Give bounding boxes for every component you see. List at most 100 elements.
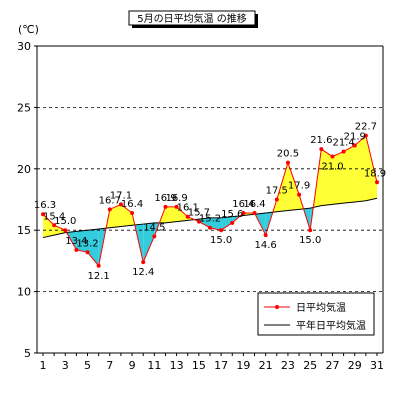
- x-tick-label: 5: [84, 359, 91, 372]
- fill-above-normal: [109, 204, 121, 228]
- data-label: 21.9: [344, 131, 366, 142]
- x-tick-label: 9: [129, 359, 136, 372]
- y-tick-label: 25: [17, 101, 31, 114]
- data-label: 15.2: [199, 214, 221, 225]
- daily-temperature-point: [52, 223, 57, 228]
- data-label: 16.1: [177, 203, 199, 214]
- y-tick-label: 10: [17, 286, 31, 299]
- daily-temperature-point: [196, 219, 201, 224]
- data-label: 16.7: [99, 195, 121, 206]
- data-label: 15.0: [54, 216, 76, 227]
- data-label: 15.0: [299, 235, 321, 246]
- fill-above-normal: [365, 135, 377, 201]
- data-label: 15.6: [221, 209, 243, 220]
- data-label: 16.4: [232, 199, 254, 210]
- x-tick-label: 27: [325, 359, 339, 372]
- data-label: 14.5: [143, 222, 165, 233]
- fill-above-normal: [287, 162, 300, 211]
- daily-temperature-point: [252, 211, 257, 216]
- data-label: 21.4: [332, 138, 354, 149]
- daily-temperature-point: [297, 192, 302, 197]
- y-axis-unit: (℃): [18, 23, 39, 36]
- fill-above-normal: [165, 206, 177, 223]
- daily-temperature-point: [363, 133, 368, 138]
- data-label: 14.6: [255, 240, 277, 251]
- data-label: 16.4: [243, 199, 265, 210]
- y-tick-label: 20: [17, 163, 31, 176]
- y-tick-label: 30: [17, 40, 31, 53]
- daily-temperature-point: [308, 228, 313, 233]
- data-label: 12.1: [88, 271, 110, 282]
- fill-above-normal: [120, 204, 133, 227]
- gridlines: [37, 107, 383, 293]
- daily-temperature-point: [263, 233, 268, 238]
- data-label: 15.0: [210, 235, 232, 246]
- daily-temperature-point: [274, 197, 279, 202]
- legend-box: [257, 292, 375, 336]
- x-tick-label: 17: [214, 359, 228, 372]
- normal-temperature-line: [42, 197, 378, 239]
- x-tick-label: 19: [236, 359, 250, 372]
- data-label: 17.1: [110, 190, 132, 201]
- data-label: 17.5: [266, 186, 288, 197]
- x-tick-label: 11: [147, 359, 161, 372]
- fill-above-normal: [343, 145, 355, 204]
- fill-below-normal: [76, 230, 88, 253]
- data-label: 20.5: [277, 149, 299, 160]
- daily-temperature-point: [107, 207, 112, 212]
- data-label: 15.4: [43, 211, 65, 222]
- daily-temperature-point: [241, 211, 246, 216]
- daily-temperature-point: [219, 228, 224, 233]
- daily-temperature-point: [74, 247, 79, 252]
- legend: 日平均気温 平年日平均気温: [257, 292, 375, 336]
- fill-above-normal: [54, 225, 66, 236]
- data-label: 16.4: [121, 199, 143, 210]
- daily-series: [41, 133, 379, 268]
- daily-temperature-point: [63, 228, 68, 233]
- legend-daily-marker: [275, 305, 279, 309]
- daily-temperature-point: [185, 214, 190, 219]
- data-label: 12.4: [132, 267, 154, 278]
- fill-below-normal: [87, 228, 99, 266]
- fill-above-normal: [332, 151, 344, 205]
- chart-title: 5月の日平均気温 の推移: [128, 10, 258, 28]
- daily-temperature-point: [174, 204, 179, 209]
- x-tick-label: 13: [170, 359, 184, 372]
- data-label: 15.7: [188, 208, 210, 219]
- daily-temperature-point: [41, 212, 45, 217]
- fill-below-normal: [221, 216, 233, 231]
- y-tick-label: 15: [17, 224, 31, 237]
- fill-above-normal: [43, 214, 55, 238]
- fill-below-normal: [143, 222, 155, 263]
- daily-temperature-point: [130, 211, 135, 216]
- daily-temperature-point: [285, 160, 290, 165]
- data-label: 16.9: [154, 193, 176, 204]
- daily-temperature-point: [375, 180, 379, 185]
- fill-below-normal: [210, 217, 222, 231]
- fill-above-normal: [321, 149, 333, 206]
- data-label: 21.0: [321, 162, 343, 173]
- fill-above-normal: [354, 135, 366, 202]
- normal-series: [42, 197, 378, 239]
- data-label: 13.2: [76, 238, 98, 249]
- legend-normal-label: 平年日平均気温: [296, 319, 366, 332]
- data-label: 21.6: [310, 135, 332, 146]
- daily-temperature-point: [141, 260, 146, 265]
- daily-temperature-point: [230, 220, 235, 225]
- x-tick-label: 7: [106, 359, 113, 372]
- daily-temperature-point: [118, 202, 123, 207]
- daily-temperature-point: [85, 250, 90, 255]
- legend-daily-label: 日平均気温: [296, 301, 346, 314]
- x-tick-label: 21: [259, 359, 273, 372]
- fill-above-normal: [276, 162, 288, 212]
- y-tick-label: 5: [24, 347, 31, 360]
- data-label: 17.9: [288, 181, 310, 192]
- daily-temperature-point: [208, 225, 212, 230]
- daily-temperature-point: [341, 149, 346, 154]
- daily-temperature-point: [96, 263, 101, 268]
- data-label: 22.7: [355, 122, 377, 133]
- x-tick-label: 25: [303, 359, 317, 372]
